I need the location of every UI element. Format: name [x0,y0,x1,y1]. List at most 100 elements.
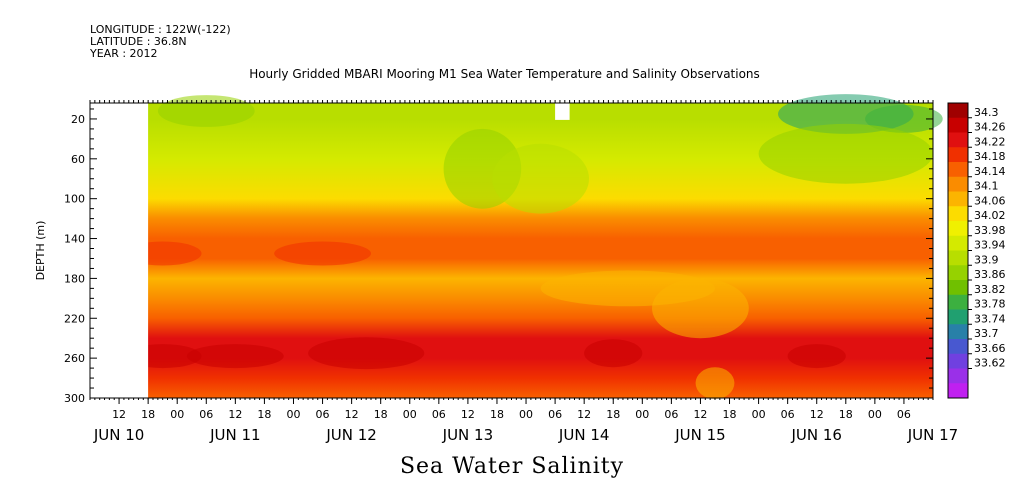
colorbar-label: 33.7 [974,327,999,340]
x-axis-title: Sea Water Salinity [399,454,625,479]
colorbar-label: 34.1 [974,180,999,193]
colorbar-label: 33.62 [974,357,1006,370]
salinity-patch [584,339,643,368]
colorbar-label: 33.74 [974,312,1006,325]
colorbar-swatch [948,339,968,355]
y-axis: 20 60 100 140 180 220 260 300 [64,108,933,405]
colorbar-label: 33.78 [974,298,1006,311]
y-tick-label: 220 [64,312,85,325]
x-date-label: JUN 12 [325,426,376,444]
salinity-patch [652,278,749,339]
x-hour-label: 00 [868,408,882,421]
x-hour-label: 06 [781,408,795,421]
x-hour-label: 18 [374,408,388,421]
x-date-label: JUN 14 [558,426,609,444]
salinity-patch [157,95,255,127]
colorbar-swatch [948,176,968,192]
colorbar-label: 34.18 [974,150,1006,163]
x-hour-label: 00 [403,408,417,421]
colorbar-swatch [948,383,968,399]
x-hour-label: 06 [199,408,213,421]
x-hour-label: 00 [752,408,766,421]
x-hour-label: 12 [228,408,242,421]
x-hour-label: 12 [461,408,475,421]
colorbar-swatch [948,221,968,237]
colorbar-label: 34.26 [974,121,1006,134]
y-tick-label: 260 [64,352,85,365]
latitude-label: LATITUDE : 36.8N [90,35,187,48]
x-hour-label: 18 [257,408,271,421]
colorbar-label: 33.66 [974,342,1006,355]
x-hour-label: 06 [664,408,678,421]
x-hour-label: 12 [345,408,359,421]
missing-data-gap [555,103,570,120]
salinity-patch [695,367,735,399]
colorbar-swatch [948,368,968,384]
x-date-label: JUN 15 [674,426,725,444]
y-tick-label: 140 [64,233,85,246]
colorbar-swatch [948,280,968,296]
salinity-patch [274,241,371,266]
x-hour-label: 12 [577,408,591,421]
colorbar-label: 33.94 [974,239,1006,252]
colorbar-swatch [948,162,968,178]
colorbar-label: 34.02 [974,209,1006,222]
plot-area [89,94,943,399]
colorbar-swatch [948,324,968,340]
x-date-label: JUN 10 [93,426,144,444]
x-hour-label: 12 [810,408,824,421]
colorbar-label: 34.14 [974,165,1006,178]
colorbar-label: 34.22 [974,135,1006,148]
colorbar-swatch [948,132,968,148]
colorbar-label: 33.98 [974,224,1006,237]
x-axis: 12 18 00 06 12 18 00 06 12 18 00 06 12 18 00 06 12 18 00 06… [89,100,958,444]
colorbar-label: 34.06 [974,194,1006,207]
x-date-label: JUN 17 [907,426,958,444]
y-tick-label: 60 [71,153,85,166]
x-hour-label: 06 [432,408,446,421]
colorbar-swatch [948,103,968,119]
x-hour-label: 12 [112,408,126,421]
salinity-patch [186,344,284,369]
colorbar-swatch [948,294,968,310]
x-hour-label: 00 [170,408,184,421]
colorbar-swatch [948,309,968,325]
year-label: YEAR : 2012 [90,47,158,60]
colorbar-label: 33.9 [974,253,999,266]
colorbar-swatch [948,265,968,281]
y-tick-label: 180 [64,272,85,285]
colorbar-swatch [948,206,968,222]
colorbar-label: 33.82 [974,283,1006,296]
x-hour-label: 18 [839,408,853,421]
x-date-label: JUN 11 [209,426,260,444]
location-info: LONGITUDE : 122W(-122) LATITUDE : 36.8N … [90,24,231,60]
x-hour-label: 00 [635,408,649,421]
x-hour-label: 18 [723,408,737,421]
x-date-label: JUN 13 [442,426,493,444]
salinity-patch [787,344,846,369]
chart-title: Hourly Gridded MBARI Mooring M1 Sea Wate… [249,67,760,81]
x-hour-label: 18 [490,408,504,421]
longitude-label: LONGITUDE : 122W(-122) [90,23,231,36]
y-tick-label: 20 [71,113,85,126]
y-tick-label: 100 [64,193,85,206]
colorbar-swatch [948,117,968,133]
y-axis-title: DEPTH (m) [34,221,47,281]
colorbar-swatch [948,250,968,266]
salinity-patch [492,143,589,214]
x-hour-label: 00 [286,408,300,421]
no-data-region [90,103,149,398]
y-tick-label: 300 [64,392,85,405]
x-hour-label: 18 [606,408,620,421]
salinity-anomaly-patches [123,94,943,399]
salinity-patch [865,104,943,133]
x-hour-label: 18 [141,408,155,421]
x-hour-label: 06 [897,408,911,421]
x-date-label: JUN 16 [790,426,841,444]
x-hour-label: 06 [316,408,330,421]
salinity-patch [308,337,425,370]
x-hour-label: 06 [548,408,562,421]
colorbar-label: 33.86 [974,268,1006,281]
